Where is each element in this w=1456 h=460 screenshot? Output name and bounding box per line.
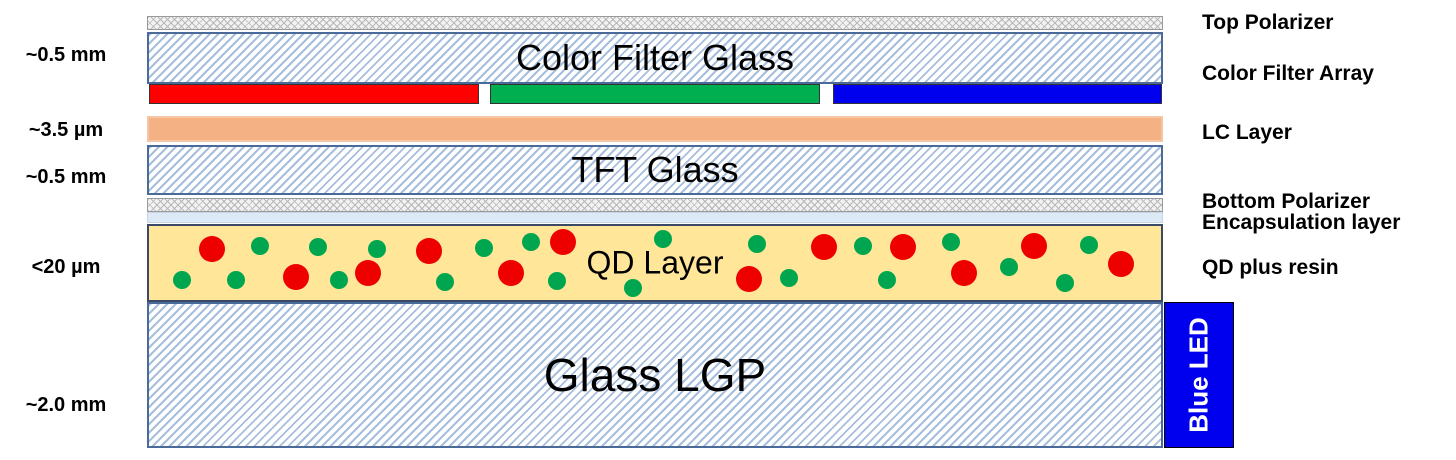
green-quantum-dot [522, 233, 540, 251]
green-quantum-dot [368, 240, 386, 258]
green-quantum-dot [1000, 258, 1018, 276]
green-quantum-dot [654, 230, 672, 248]
blue-led: Blue LED [1164, 302, 1234, 448]
red-quantum-dot [199, 236, 225, 262]
green-quantum-dot [624, 279, 642, 297]
red-quantum-dot [1108, 251, 1134, 277]
red-quantum-dot [283, 264, 309, 290]
qd-layer: QD Layer [147, 224, 1163, 302]
red-quantum-dot [811, 234, 837, 260]
red-quantum-dot [1021, 233, 1047, 259]
label-encapsulation-layer: Encapsulation layer [1202, 211, 1401, 234]
label-lc-layer: LC Layer [1202, 121, 1292, 144]
top-polarizer [147, 16, 1163, 30]
thickness-label-color-filter-glass: ~0.5 mm [25, 44, 107, 66]
label-top-polarizer: Top Polarizer [1202, 11, 1334, 34]
green-quantum-dot [942, 233, 960, 251]
green-quantum-dot [173, 271, 191, 289]
green-quantum-dot [1080, 236, 1098, 254]
qd-layer-label: QD Layer [586, 244, 724, 281]
glass-lgp: Glass LGP [147, 302, 1163, 448]
thickness-label-lc-layer: ~3.5 µm [28, 119, 104, 141]
red-quantum-dot [355, 260, 381, 286]
green-quantum-dot [309, 238, 327, 256]
label-bottom-polarizer: Bottom Polarizer [1202, 190, 1371, 213]
encapsulation-layer [147, 212, 1163, 223]
red-quantum-dot [951, 260, 977, 286]
red-quantum-dot [550, 229, 576, 255]
green-quantum-dot [548, 272, 566, 290]
label-qd-plus-resin: QD plus resin [1202, 256, 1339, 279]
red-color-filter [149, 84, 479, 104]
glass-lgp-label: Glass LGP [543, 349, 767, 401]
green-quantum-dot [748, 235, 766, 253]
label-color-filter-array: Color Filter Array [1202, 62, 1374, 85]
green-quantum-dot [330, 271, 348, 289]
green-quantum-dot [854, 237, 872, 255]
red-quantum-dot [890, 234, 916, 260]
color-filter-glass: Color Filter Glass [147, 32, 1163, 84]
blue-led-label: Blue LED [1183, 317, 1214, 433]
blue-color-filter [833, 84, 1162, 104]
red-quantum-dot [498, 260, 524, 286]
green-quantum-dot [475, 239, 493, 257]
thickness-label-qd-layer: <20 µm [31, 256, 101, 278]
thickness-label-glass-lgp: ~2.0 mm [25, 394, 107, 416]
green-quantum-dot [780, 269, 798, 287]
red-quantum-dot [416, 238, 442, 264]
lc-layer [147, 116, 1163, 142]
green-quantum-dot [227, 271, 245, 289]
tft-glass-label: TFT Glass [571, 149, 739, 190]
color-filter-glass-label: Color Filter Glass [515, 37, 795, 78]
green-quantum-dot [436, 273, 454, 291]
green-quantum-dot [251, 237, 269, 255]
red-quantum-dot [736, 266, 762, 292]
tft-glass: TFT Glass [147, 145, 1163, 195]
green-quantum-dot [1056, 274, 1074, 292]
thickness-label-tft-glass: ~0.5 mm [25, 166, 107, 188]
bottom-polarizer [147, 198, 1163, 212]
green-color-filter [490, 84, 820, 104]
green-quantum-dot [878, 271, 896, 289]
